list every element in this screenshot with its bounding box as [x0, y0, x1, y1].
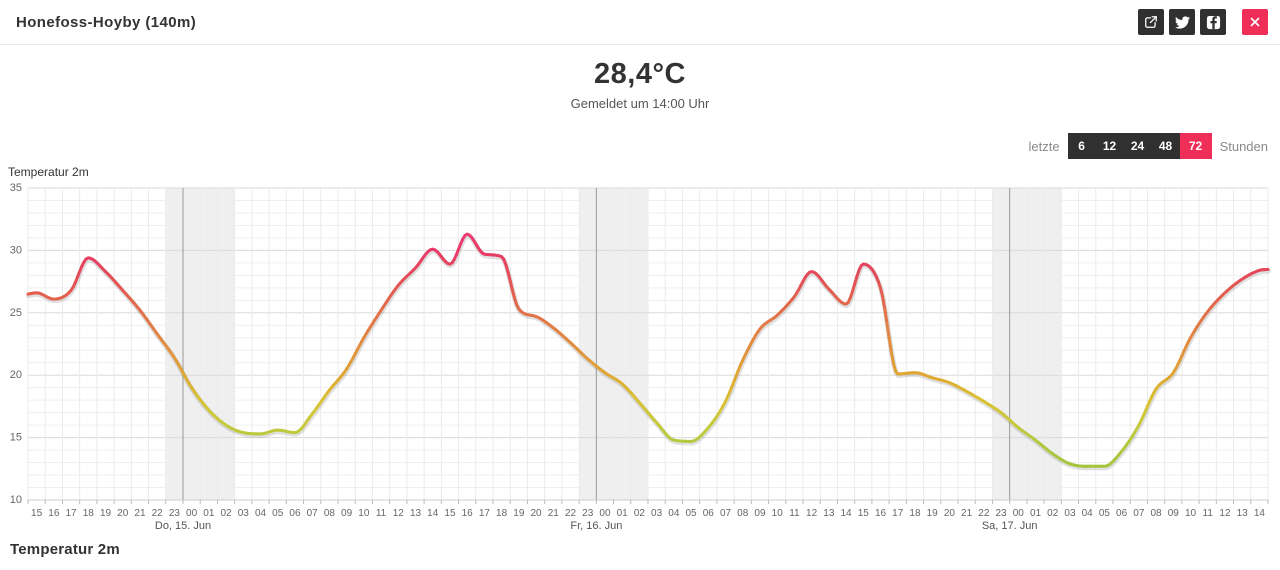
range-option-6[interactable]: 6 [1067, 133, 1096, 159]
range-suffix-label: Stunden [1219, 138, 1268, 154]
header: Honefoss-Hoyby (140m) [0, 0, 1280, 45]
temperature-chart[interactable] [0, 161, 1280, 533]
range-option-72[interactable]: 72 [1179, 133, 1212, 159]
current-temperature: 28,4°C [594, 58, 686, 90]
current-reading: 28,4°C Gemeldet um 14:00 Uhr [0, 45, 1280, 111]
range-option-24[interactable]: 24 [1123, 133, 1152, 159]
share-export-icon [1145, 16, 1157, 28]
range-options: 6 12 24 48 72 [1067, 133, 1212, 159]
range-option-48[interactable]: 48 [1151, 133, 1180, 159]
twitter-icon [1174, 15, 1190, 29]
facebook-button[interactable] [1200, 9, 1226, 35]
header-actions [1138, 9, 1268, 35]
close-button[interactable] [1242, 9, 1268, 35]
close-icon [1250, 17, 1260, 27]
reported-time: Gemeldet um 14:00 Uhr [570, 96, 710, 111]
station-title: Honefoss-Hoyby (140m) [16, 13, 197, 31]
export-button[interactable] [1138, 9, 1164, 35]
chart-footer-title: Temperatur 2m [10, 541, 120, 558]
twitter-button[interactable] [1169, 9, 1195, 35]
range-prefix-label: letzte [1028, 138, 1060, 154]
range-selector: letzte 6 12 24 48 72 Stunden [0, 133, 1280, 159]
facebook-icon [1206, 15, 1220, 29]
range-option-12[interactable]: 12 [1095, 133, 1124, 159]
